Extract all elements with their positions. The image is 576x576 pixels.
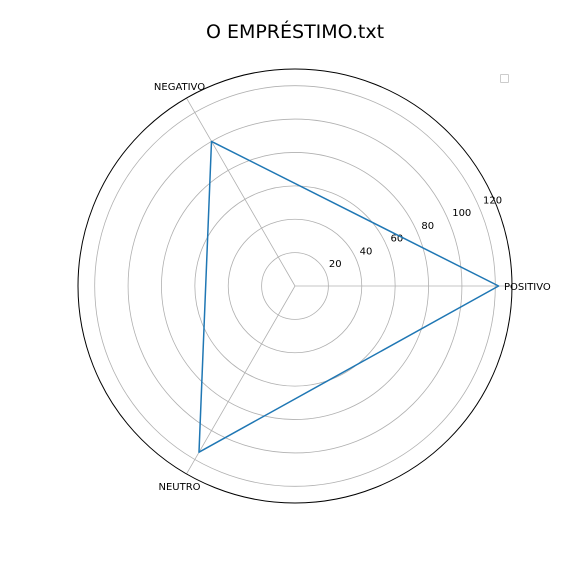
polar-frame	[77, 68, 513, 504]
series-layer	[198, 140, 500, 453]
axis-label-positivo: POSITIVO	[504, 282, 551, 293]
tick-label-layer: 20 40 60 80 100 120	[329, 195, 502, 270]
spoke-neutro	[186, 285, 296, 475]
spoke-negativo	[186, 97, 296, 287]
spoke-layer	[186, 97, 512, 475]
r-tick-label-60: 60	[391, 234, 404, 245]
r-tick-label-20: 20	[329, 259, 342, 270]
r-tick-label-120: 120	[483, 195, 502, 206]
axis-label-neutro: NEUTRO	[158, 482, 200, 493]
axis-label-layer: POSITIVO NEGATIVO NEUTRO	[154, 82, 551, 493]
legend	[500, 74, 509, 83]
r-tick-label-80: 80	[421, 221, 434, 232]
series-line-0	[198, 140, 500, 453]
r-tick-label-40: 40	[360, 246, 373, 257]
chart-title: O EMPRÉSTIMO.txt	[205, 21, 385, 43]
r-tick-label-100: 100	[452, 208, 471, 219]
axis-label-negativo: NEGATIVO	[154, 82, 205, 93]
